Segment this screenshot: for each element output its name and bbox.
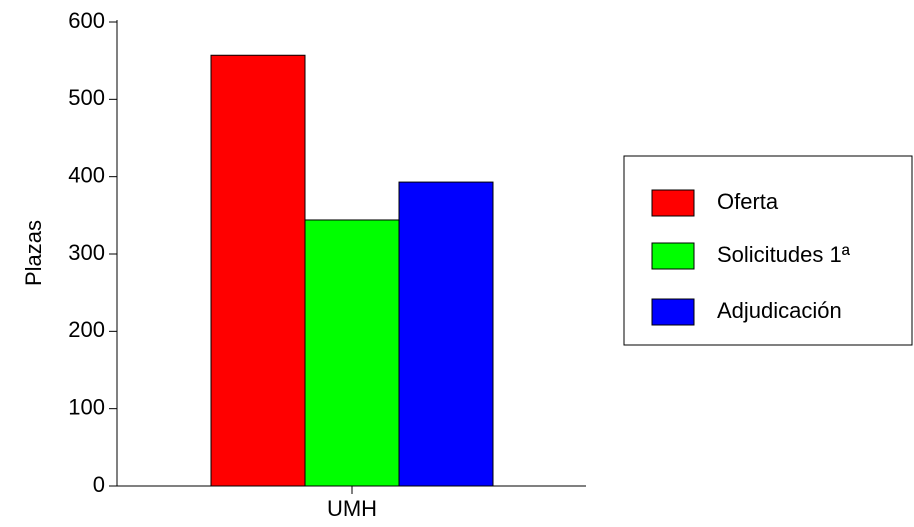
bar-solicitudes-1 <box>304 219 400 487</box>
y-tick-label: 200 <box>68 317 105 342</box>
y-tick-label: 400 <box>68 162 105 187</box>
y-axis-title: Plazas <box>21 220 46 286</box>
y-tick-label: 500 <box>68 85 105 110</box>
x-ticks: UMH <box>327 486 377 521</box>
y-tick-label: 300 <box>68 240 105 265</box>
legend-label: Solicitudes 1ª <box>717 242 851 267</box>
legend-swatch <box>651 298 695 326</box>
legend: Oferta Solicitudes 1ª Adjudicación <box>623 155 913 346</box>
legend-swatch <box>651 242 695 270</box>
y-tick-label: 0 <box>93 472 105 497</box>
bar-adjudicaci-n <box>398 181 494 487</box>
legend-swatch <box>651 189 695 217</box>
legend-label: Adjudicación <box>717 298 842 323</box>
legend-label: Oferta <box>717 189 779 214</box>
x-tick-label: UMH <box>327 496 377 521</box>
bars-layer <box>210 54 494 487</box>
y-ticks: 0 100 200 300 400 500 600 <box>68 8 117 497</box>
legend-items: Oferta Solicitudes 1ª Adjudicación <box>651 189 851 326</box>
y-tick-label: 100 <box>68 394 105 419</box>
y-tick-label: 600 <box>68 8 105 33</box>
bar-oferta <box>210 54 306 487</box>
